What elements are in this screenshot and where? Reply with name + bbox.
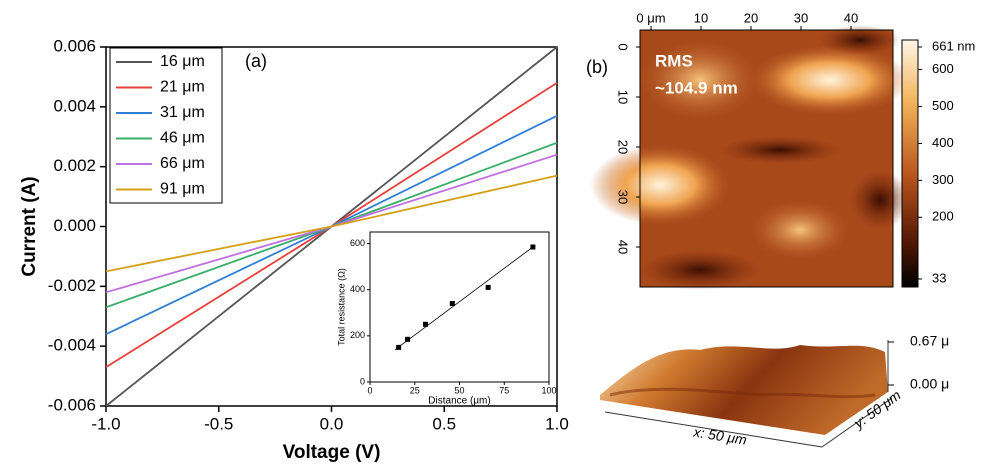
- y-tick-label: -0.006: [48, 395, 96, 414]
- y-tick-label: -0.002: [48, 276, 96, 295]
- legend-label: 46 μm: [160, 130, 205, 147]
- x-tick-label: -1.0: [91, 414, 120, 433]
- x-tick-label: 75: [499, 385, 509, 395]
- series-line: [105, 174, 558, 273]
- y-tick-label: -0.004: [48, 336, 96, 355]
- y-tick-label: 40: [616, 240, 631, 254]
- x-tick-label: 0.5: [432, 414, 456, 433]
- colorbar-tick-label: 661 nm: [932, 38, 975, 53]
- surface-tick-label: 0.00 μ: [910, 376, 949, 392]
- data-point: [449, 301, 455, 307]
- y-tick-label: 200: [350, 330, 365, 340]
- afm-map: [590, 25, 910, 290]
- data-point: [485, 284, 491, 290]
- y-tick-label: 0.000: [53, 216, 96, 235]
- x-axis-label: Voltage (V): [283, 442, 381, 463]
- y-tick-label: 0.004: [53, 96, 96, 115]
- panel-label: (a): [245, 51, 267, 71]
- x-tick-label: 40: [844, 10, 858, 25]
- legend-box: [109, 47, 223, 204]
- x-tick-label: 50: [454, 385, 464, 395]
- legend-label: 21 μm: [160, 79, 205, 96]
- y-tick-label: 10: [616, 90, 631, 104]
- data-point: [405, 336, 411, 342]
- colorbar-tick-label: 400: [932, 135, 954, 150]
- data-point: [530, 244, 536, 250]
- colorbar-tick-label: 500: [932, 98, 954, 113]
- legend-label: 66 μm: [160, 155, 205, 172]
- colorbar-tick-label: 200: [932, 209, 954, 224]
- rms-value: ~104.9 nm: [655, 78, 738, 97]
- y-tick-label: 30: [616, 190, 631, 204]
- rms-label: RMS: [655, 51, 693, 70]
- data-point: [396, 344, 402, 350]
- x-tick-label: 0 μm: [636, 10, 665, 25]
- y-axis-label: Current (A): [19, 176, 40, 276]
- x-tick-label: -0.5: [204, 414, 233, 433]
- x-tick-label: 100: [541, 385, 556, 395]
- y-tick-label: 0.006: [53, 36, 96, 55]
- surface-x-label: x: 50 μm: [692, 423, 749, 447]
- y-axis-label: Total resistance (Ω): [336, 268, 346, 346]
- x-tick-label: 30: [794, 10, 808, 25]
- y-tick-label: 400: [350, 284, 365, 294]
- panel-label: (b): [586, 57, 608, 77]
- colorbar-tick-label: 300: [932, 172, 954, 187]
- x-tick-label: 10: [694, 10, 708, 25]
- y-tick-label: 0: [360, 376, 365, 386]
- fit-line: [394, 246, 534, 351]
- surface-tick-label: 0.67 μ: [910, 333, 949, 349]
- x-tick-label: 0.0: [320, 414, 344, 433]
- legend-label: 91 μm: [160, 181, 205, 198]
- x-tick-label: 0: [367, 385, 372, 395]
- afm-surface: [600, 340, 893, 448]
- colorbar-tick-label: 600: [932, 61, 954, 76]
- legend-label: 16 μm: [160, 53, 205, 70]
- colorbar-tick-label: 33: [932, 270, 946, 285]
- inset-frame: [369, 231, 550, 383]
- data-point: [422, 321, 428, 327]
- y-tick-label: 600: [350, 238, 365, 248]
- y-tick-label: 0: [616, 43, 631, 50]
- legend-label: 31 μm: [160, 104, 205, 121]
- x-tick-label: 20: [744, 10, 758, 25]
- x-tick-label: 1.0: [545, 414, 569, 433]
- y-tick-label: 20: [616, 140, 631, 154]
- x-axis-label: Distance (μm): [428, 396, 490, 407]
- colorbar: [901, 39, 919, 288]
- y-tick-label: 0.002: [53, 156, 96, 175]
- x-tick-label: 25: [410, 385, 420, 395]
